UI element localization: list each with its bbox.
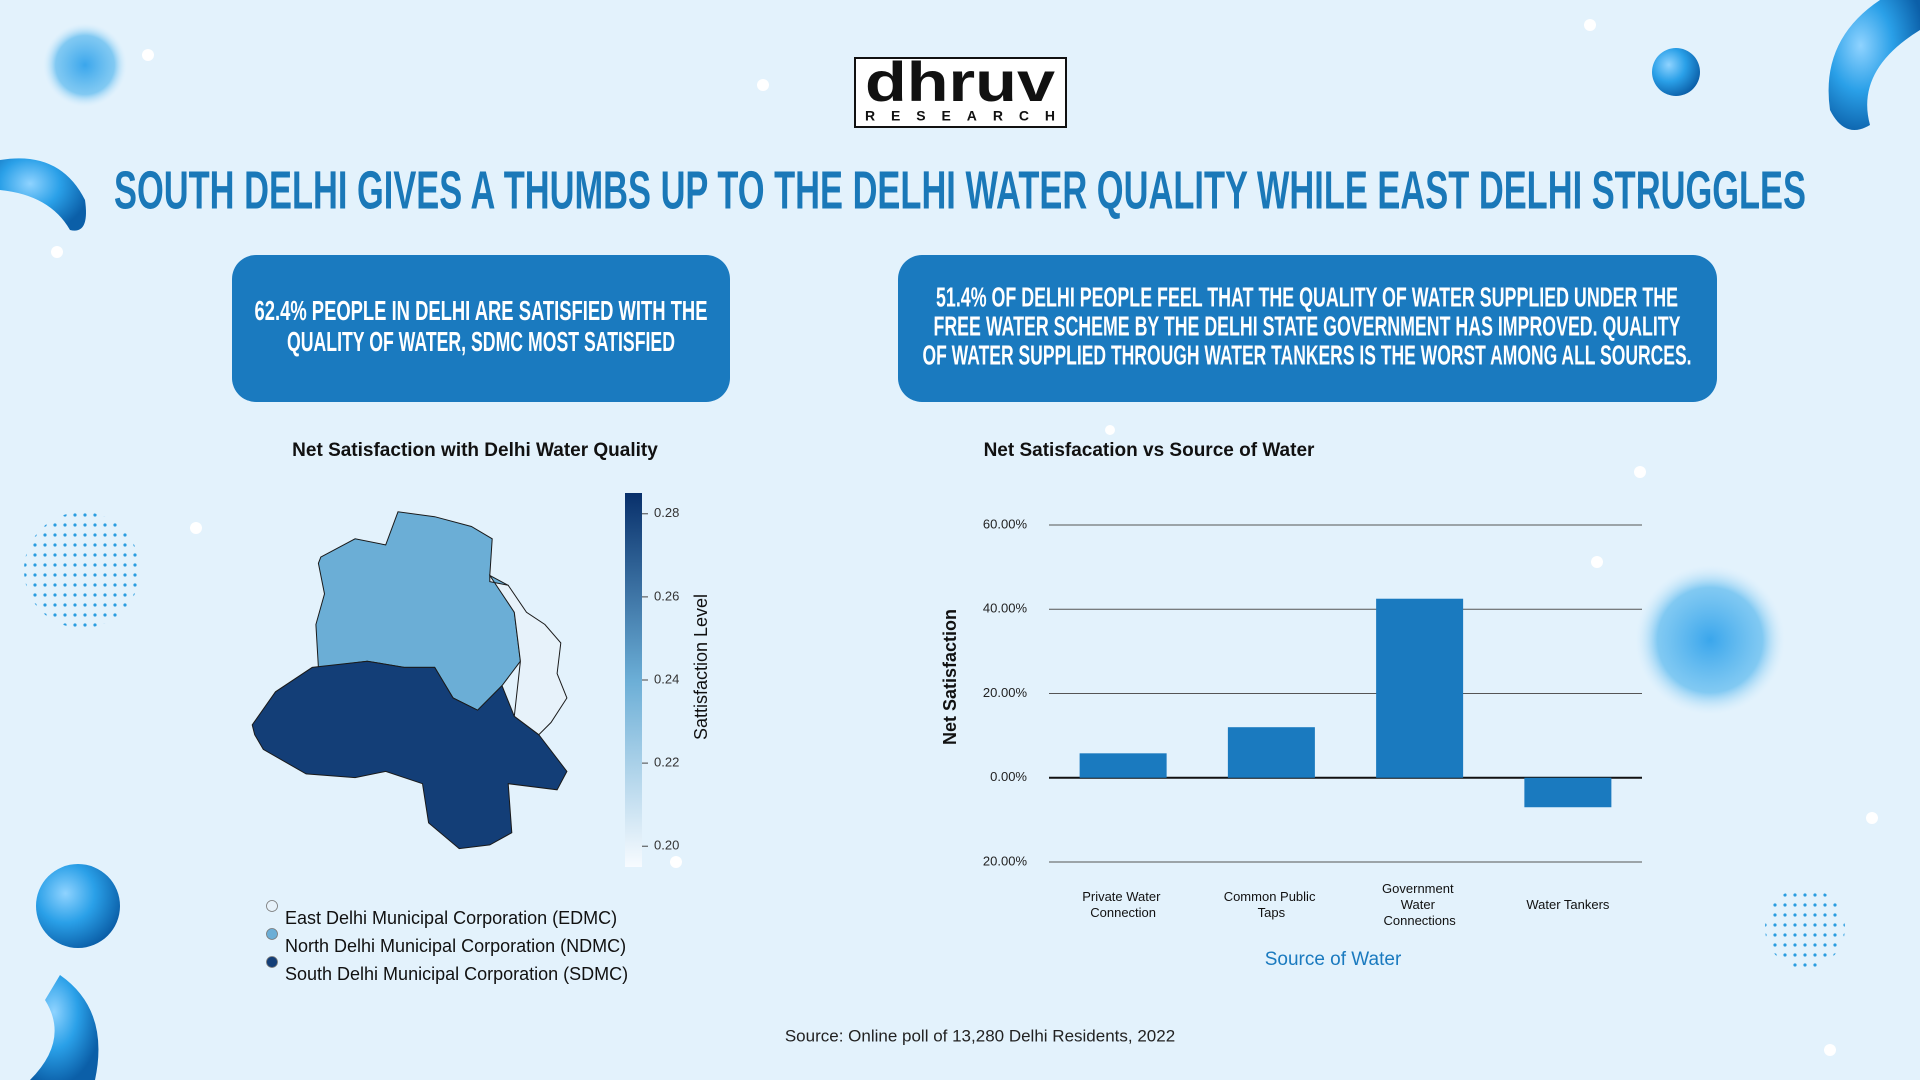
x-tick-label: Water Tankers [1526,897,1610,912]
chart-title: Net Satisfacation vs Source of Water [984,440,1315,461]
map-region [489,573,568,736]
x-axis-label: Source of Water [1265,949,1402,970]
colorbar [625,493,642,867]
dot-pattern [24,512,140,628]
chart-title: Net Satisfaction with Delhi Water Qualit… [292,440,658,461]
blob [1828,0,1920,130]
specks [51,19,1878,1056]
callout-text: 62.4% PEOPLE IN DELHI ARE SATISFIED WITH… [255,295,708,326]
blob [30,975,99,1080]
blob [36,864,120,948]
y-tick-label: 60.00% [983,516,1028,531]
legend-marker [266,900,278,912]
legend-marker [266,956,278,968]
x-tick-label: Government Water Connections [1382,881,1457,928]
legend-label: North Delhi Municipal Corporation (NDMC) [285,936,626,956]
y-tick-label: 20.00% [983,685,1028,700]
callout-box [232,255,730,402]
page-title: SOUTH DELHI GIVES A THUMBS UP TO THE DEL… [114,160,1806,220]
logo-text: dhruv [865,50,1055,113]
colorbar-tick-label: 0.24 [654,671,679,686]
logo-box [854,57,1067,128]
legend-label: South Delhi Municipal Corporation (SDMC) [285,964,628,984]
source-note: Source: Online poll of 13,280 Delhi Resi… [785,1026,1175,1045]
legend-marker [266,928,278,940]
callout-text: QUALITY OF WATER, SDMC MOST SATISFIED [287,326,675,357]
x-tick-label: Common Public Taps [1224,889,1319,920]
bar [1227,727,1315,778]
map-region [251,660,568,850]
blob [0,158,86,231]
bar [1079,753,1167,778]
x-tick-label: Private Water Connection [1082,889,1164,920]
callout-text: FREE WATER SCHEME BY THE DELHI STATE GOV… [934,310,1681,341]
callout-box [898,255,1717,402]
blob [1635,565,1785,715]
y-tick-label: 0.00% [990,769,1027,784]
colorbar-tick-label: 0.22 [654,755,679,770]
map-region [315,511,521,711]
blob [1652,48,1700,96]
bar [1376,598,1464,778]
callout-text: OF WATER SUPPLIED THROUGH WATER TANKERS … [923,339,1692,370]
colorbar-tick-label: 0.20 [654,838,679,853]
bar [1524,777,1612,808]
legend-label: East Delhi Municipal Corporation (EDMC) [285,908,617,928]
logo: dhruv RESEARCH [854,50,1067,128]
y-tick-label: 20.00% [983,853,1028,868]
colorbar-tick-label: 0.26 [654,588,679,603]
dot-pattern [1765,888,1845,968]
blob [43,23,127,107]
y-tick-label: 40.00% [983,601,1028,616]
colorbar-label: Sattisfaction Level [691,594,711,740]
y-axis-label: Net Satisfaction [940,609,960,745]
colorbar-tick-label: 0.28 [654,505,679,520]
callout-text: 51.4% OF DELHI PEOPLE FEEL THAT THE QUAL… [936,281,1678,312]
